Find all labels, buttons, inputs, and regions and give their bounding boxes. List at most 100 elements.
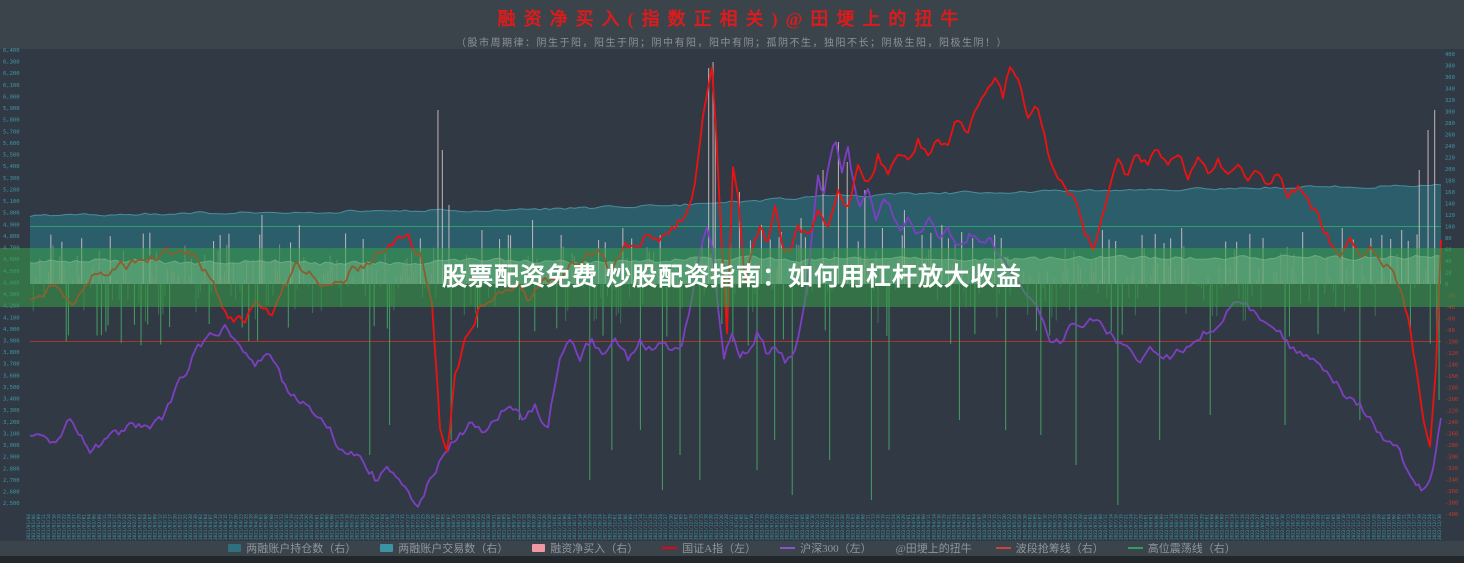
- x-tick: 2021/11/09: [628, 514, 634, 540]
- x-tick: 2022/09/19: [1240, 514, 1246, 540]
- hist-bar: [369, 284, 371, 455]
- x-tick: 2022/01/20: [769, 514, 775, 540]
- x-tick: 2022/11/10: [1341, 514, 1347, 540]
- x-tick: 2021/07/12: [395, 514, 401, 540]
- legend-label-7: 高位震荡线（右）: [1147, 543, 1236, 555]
- hist-bar: [1049, 284, 1051, 336]
- x-tick: 2021/12/02: [673, 514, 679, 540]
- left-tick: 3,500: [3, 385, 20, 391]
- legend-item-4[interactable]: 沪深300（左）: [780, 540, 872, 556]
- x-tick: 2021/12/13: [694, 514, 700, 540]
- x-tick: 2021/04/30: [254, 514, 260, 540]
- right-tick: -120: [1445, 351, 1458, 357]
- x-tick: 2022/08/29: [1199, 514, 1205, 540]
- area-swatch-1: [380, 544, 394, 552]
- hist-bar: [846, 162, 848, 284]
- x-tick: 2021/01/16: [51, 514, 57, 540]
- x-tick: 2022/08/16: [1174, 514, 1180, 540]
- hist-bar: [1110, 284, 1112, 332]
- hist-bar: [888, 284, 890, 450]
- right-tick: -260: [1445, 432, 1458, 438]
- right-tick: 180: [1445, 179, 1455, 185]
- hist-bar: [829, 284, 831, 460]
- hist-bar: [1288, 284, 1290, 337]
- x-tick: 2022/08/24: [1189, 514, 1195, 540]
- x-tick: 2022/01/02: [734, 514, 740, 540]
- x-tick: 2022/09/09: [1220, 514, 1226, 540]
- x-tick: 2021/07/20: [410, 514, 416, 540]
- hist-bar: [1409, 284, 1411, 334]
- x-tick: 2022/06/15: [1053, 514, 1059, 540]
- x-tick: 2022/06/18: [1058, 514, 1064, 540]
- x-tick: 2022/10/18: [1295, 514, 1301, 540]
- x-tick: 2021/10/03: [557, 514, 563, 540]
- x-tick: 2022/01/18: [764, 514, 770, 540]
- x-tick: 2021/04/17: [228, 514, 234, 540]
- right-tick: -220: [1445, 409, 1458, 415]
- x-tick: 2022/12/27: [1432, 514, 1438, 540]
- left-tick: 2,700: [3, 478, 20, 484]
- legend-item-3[interactable]: 国证A指（左）: [662, 540, 756, 556]
- right-tick: 400: [1445, 52, 1455, 58]
- hist-bar: [1284, 284, 1286, 425]
- x-tick: 2022/03/24: [891, 514, 897, 540]
- hist-bar: [747, 284, 749, 346]
- x-tick: 2021/03/07: [147, 514, 153, 540]
- hist-bar: [666, 284, 668, 337]
- hist-bar: [714, 120, 716, 284]
- x-tick: 2021/05/06: [264, 514, 270, 540]
- legend-item-2[interactable]: 融资净买入（右）: [532, 540, 638, 556]
- x-tick: 2021/04/15: [223, 514, 229, 540]
- x-tick: 2021/09/13: [517, 514, 523, 540]
- x-tick: 2021/05/08: [269, 514, 275, 540]
- x-tick: 2021/10/11: [572, 514, 578, 540]
- left-tick: 5,200: [3, 187, 20, 193]
- legend-item-6[interactable]: 波段抢筹线（右）: [995, 540, 1104, 556]
- x-tick: 2022/09/11: [1225, 514, 1231, 540]
- x-tick: 2021/03/22: [178, 514, 184, 540]
- x-tick: 2022/04/06: [916, 514, 922, 540]
- x-tick: 2021/06/03: [319, 514, 325, 540]
- x-tick: 2021/04/07: [208, 514, 214, 540]
- x-tick: 2022/03/11: [866, 514, 872, 540]
- x-tick: 2021/09/23: [537, 514, 543, 540]
- x-tick: 2021/04/28: [249, 514, 255, 540]
- x-tick: 2022/06/20: [1063, 514, 1069, 540]
- hist-bar: [602, 284, 604, 336]
- right-tick: 160: [1445, 190, 1455, 196]
- right-tick: 360: [1445, 75, 1455, 81]
- x-tick: 2021/09/28: [547, 514, 553, 540]
- line-沪深300: [29, 141, 1442, 508]
- legend-item-5[interactable]: @田埂上的扭牛: [896, 540, 972, 556]
- right-tick: -280: [1445, 443, 1458, 449]
- right-tick: -160: [1445, 374, 1458, 380]
- legend-label-2: 融资净买入（右）: [550, 543, 639, 555]
- x-tick: 2022/03/08: [861, 514, 867, 540]
- legend-item-1[interactable]: 两融账户交易数（右）: [380, 540, 508, 556]
- x-tick: 2022/04/16: [936, 514, 942, 540]
- x-tick: 2022/08/22: [1184, 514, 1190, 540]
- hist-bar: [738, 192, 740, 284]
- hist-bar: [534, 284, 536, 332]
- x-tick: 2021/05/29: [309, 514, 315, 540]
- right-tick: 100: [1445, 225, 1455, 231]
- x-tick: 2021/07/07: [385, 514, 391, 540]
- bottom-strip: [0, 556, 1464, 563]
- left-tick: 5,300: [3, 176, 20, 182]
- x-tick: 2022/01/23: [775, 514, 781, 540]
- x-tick: 2022/06/28: [1078, 514, 1084, 540]
- left-tick: 4,900: [3, 222, 20, 228]
- left-tick: 6,200: [3, 71, 20, 77]
- x-tick: 2022/03/29: [901, 514, 907, 540]
- left-tick: 2,800: [3, 466, 20, 472]
- left-tick: 5,400: [3, 164, 20, 170]
- x-tick: 2021/02/14: [107, 514, 113, 540]
- hist-bar: [791, 284, 793, 495]
- hist-bar: [140, 284, 142, 346]
- legend-item-7[interactable]: 高位震荡线（右）: [1127, 540, 1236, 556]
- hist-bar: [661, 284, 663, 490]
- legend-item-0[interactable]: 两融账户持仓数（右）: [228, 540, 356, 556]
- right-tick: 260: [1445, 133, 1455, 139]
- x-tick: 2021/01/09: [36, 514, 42, 540]
- hist-bar: [1418, 170, 1420, 284]
